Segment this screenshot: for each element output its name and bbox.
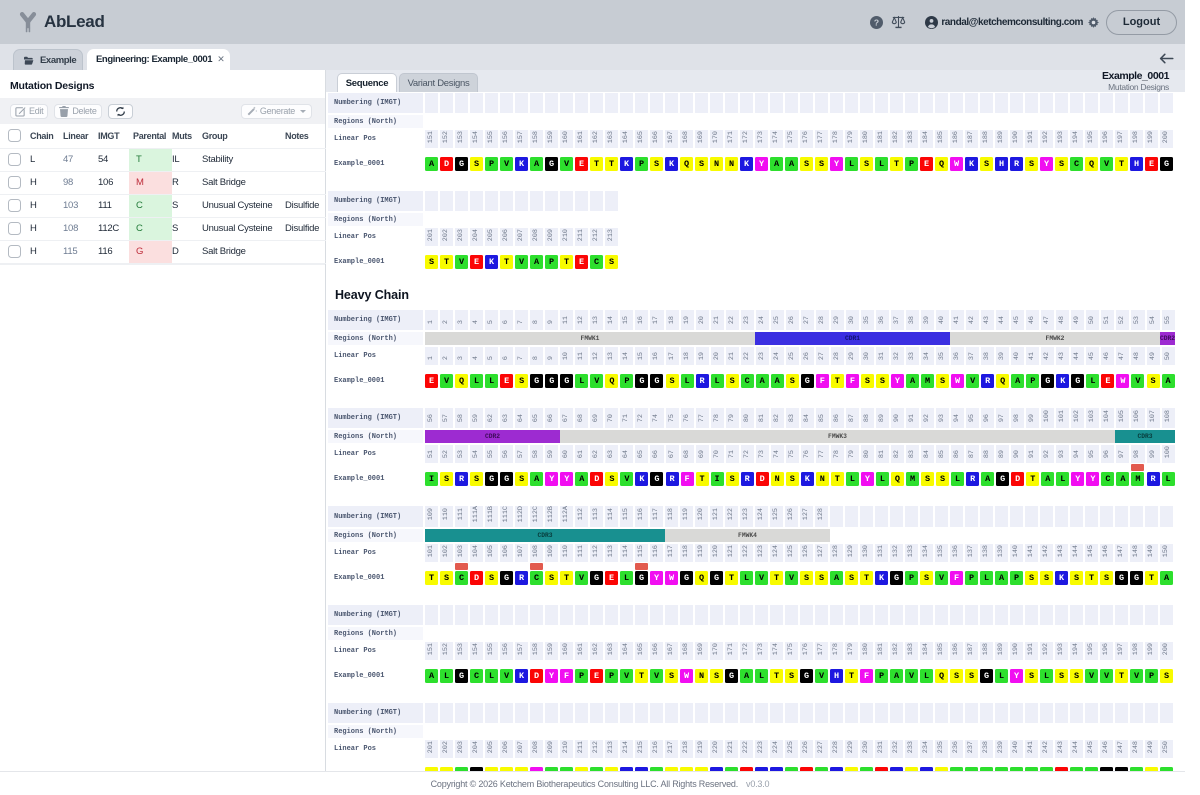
svg-text:?: ?: [874, 17, 879, 27]
